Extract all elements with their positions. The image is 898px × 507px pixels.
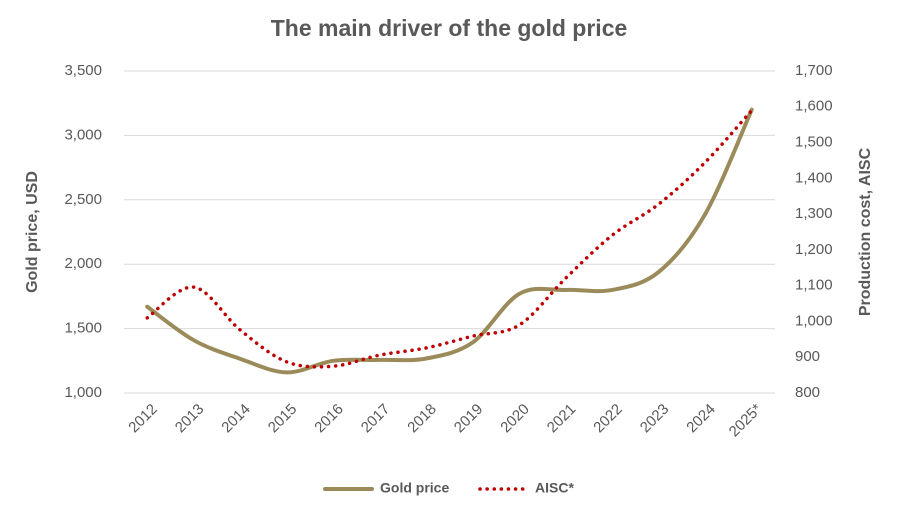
series-line [145,107,754,375]
series-line [145,108,754,369]
x-tick-label: 2024 [683,401,719,437]
y-axis-title: Gold price, USD [24,171,41,293]
x-tick-label: 2019 [451,401,487,437]
x-tick-label: 2014 [218,401,254,437]
x-tick-label: 2015 [265,401,301,437]
y2-tick-label: 1,500 [795,134,833,151]
x-tick-label: 2012 [125,401,161,437]
y-tick-label: 2,000 [64,255,102,272]
y2-tick-label: 1,600 [795,98,833,115]
y2-tick-label: 1,300 [795,205,833,222]
x-tick-label: 2018 [404,401,440,437]
legend-label: Gold price [380,480,449,496]
chart-title: The main driver of the gold price [271,15,628,41]
y2-axis-title: Production cost, AISC [857,147,874,316]
legend-label: AISC* [535,480,574,496]
y-tick-label: 3,500 [64,62,102,79]
y2-tick-label: 1,200 [795,241,833,258]
y-tick-label: 3,000 [64,126,102,143]
y-tick-label: 1,500 [64,320,102,337]
x-tick-label: 2022 [590,401,626,437]
y-tick-label: 1,000 [64,384,102,401]
x-tick-label: 2016 [311,401,347,437]
y2-tick-label: 1,100 [795,277,833,294]
x-tick-label: 2021 [544,401,580,437]
x-tick-label: 2023 [637,401,673,437]
y2-tick-label: 1,700 [795,62,833,79]
y-tick-label: 2,500 [64,191,102,208]
y2-tick-label: 1,000 [795,312,833,329]
x-tick-label: 2025* [726,401,766,441]
y2-tick-label: 1,400 [795,169,833,186]
x-tick-label: 2020 [497,401,533,437]
x-tick-label: 2013 [172,401,208,437]
y2-tick-label: 800 [795,384,820,401]
x-tick-label: 2017 [358,401,394,437]
y2-tick-label: 900 [795,348,820,365]
